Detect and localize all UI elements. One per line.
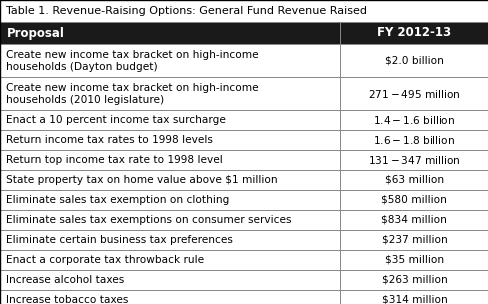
- Text: Eliminate certain business tax preferences: Eliminate certain business tax preferenc…: [6, 235, 233, 245]
- Text: $237 million: $237 million: [381, 235, 447, 245]
- Text: Increase tobacco taxes: Increase tobacco taxes: [6, 295, 128, 304]
- Bar: [339, 230, 488, 250]
- Bar: [339, 44, 488, 77]
- Bar: [0, 270, 339, 290]
- Bar: [339, 170, 488, 190]
- Text: $834 million: $834 million: [381, 215, 447, 225]
- Text: $314 million: $314 million: [381, 295, 447, 304]
- Bar: [339, 22, 488, 44]
- Text: $263 million: $263 million: [381, 275, 447, 285]
- Bar: [339, 210, 488, 230]
- Text: $580 million: $580 million: [381, 195, 447, 205]
- Text: State property tax on home value above $1 million: State property tax on home value above $…: [6, 175, 278, 185]
- Bar: [0, 110, 339, 130]
- Bar: [339, 290, 488, 304]
- Text: Create new income tax bracket on high-income
households (Dayton budget): Create new income tax bracket on high-in…: [6, 50, 259, 71]
- Bar: [339, 77, 488, 110]
- Bar: [339, 130, 488, 150]
- Bar: [339, 190, 488, 210]
- Text: $271 - $495 million: $271 - $495 million: [367, 88, 460, 99]
- Text: Return income tax rates to 1998 levels: Return income tax rates to 1998 levels: [6, 135, 213, 145]
- Text: Return top income tax rate to 1998 level: Return top income tax rate to 1998 level: [6, 155, 223, 165]
- Text: Create new income tax bracket on high-income
households (2010 legislature): Create new income tax bracket on high-in…: [6, 82, 259, 105]
- Text: Enact a 10 percent income tax surcharge: Enact a 10 percent income tax surcharge: [6, 115, 226, 125]
- Bar: [0, 210, 339, 230]
- Bar: [339, 150, 488, 170]
- Bar: [0, 230, 339, 250]
- Bar: [0, 22, 339, 44]
- Text: Proposal: Proposal: [6, 26, 64, 40]
- Bar: [339, 270, 488, 290]
- Text: $63 million: $63 million: [384, 175, 443, 185]
- Text: $1.4 - $1.6 billion: $1.4 - $1.6 billion: [372, 114, 455, 126]
- Bar: [0, 250, 339, 270]
- Text: $2.0 billion: $2.0 billion: [384, 56, 443, 65]
- Bar: [339, 250, 488, 270]
- Text: $131 - $347 million: $131 - $347 million: [367, 154, 460, 166]
- Text: Eliminate sales tax exemption on clothing: Eliminate sales tax exemption on clothin…: [6, 195, 229, 205]
- Bar: [0, 150, 339, 170]
- Bar: [0, 190, 339, 210]
- Bar: [0, 0, 488, 22]
- Bar: [0, 77, 339, 110]
- Text: $35 million: $35 million: [384, 255, 443, 265]
- Text: Enact a corporate tax throwback rule: Enact a corporate tax throwback rule: [6, 255, 204, 265]
- Text: Eliminate sales tax exemptions on consumer services: Eliminate sales tax exemptions on consum…: [6, 215, 291, 225]
- Bar: [0, 130, 339, 150]
- Bar: [0, 290, 339, 304]
- Text: Increase alcohol taxes: Increase alcohol taxes: [6, 275, 124, 285]
- Bar: [0, 170, 339, 190]
- Text: FY 2012-13: FY 2012-13: [377, 26, 450, 40]
- Text: Table 1. Revenue-Raising Options: General Fund Revenue Raised: Table 1. Revenue-Raising Options: Genera…: [6, 6, 366, 16]
- Bar: [339, 110, 488, 130]
- Bar: [0, 44, 339, 77]
- Text: $1.6 - $1.8 billion: $1.6 - $1.8 billion: [373, 134, 454, 146]
